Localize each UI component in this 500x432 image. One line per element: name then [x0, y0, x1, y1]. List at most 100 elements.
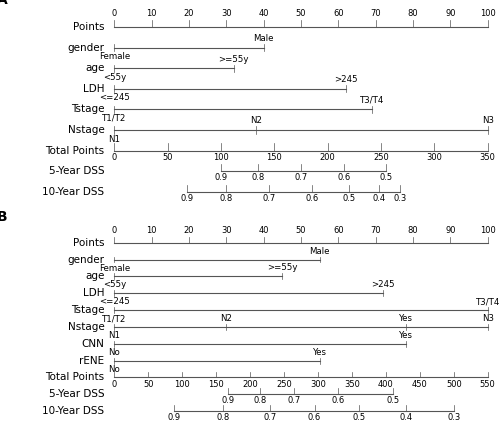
Text: 150: 150 — [266, 152, 282, 162]
Text: 0.7: 0.7 — [294, 173, 308, 182]
Text: 70: 70 — [370, 9, 381, 18]
Text: 200: 200 — [242, 380, 258, 388]
Text: 0.5: 0.5 — [342, 194, 355, 203]
Text: age: age — [85, 271, 104, 281]
Text: A: A — [0, 0, 8, 6]
Text: Yes: Yes — [398, 314, 412, 323]
Text: T1/T2: T1/T2 — [102, 114, 126, 123]
Text: 550: 550 — [480, 380, 496, 388]
Text: 0.9: 0.9 — [222, 397, 235, 405]
Text: 400: 400 — [378, 380, 394, 388]
Text: <55y: <55y — [102, 73, 126, 82]
Text: Tstage: Tstage — [71, 305, 104, 315]
Text: >245: >245 — [334, 75, 357, 84]
Text: Female: Female — [98, 52, 130, 61]
Text: T3/T4: T3/T4 — [360, 96, 384, 105]
Text: >=55y: >=55y — [267, 264, 298, 273]
Text: LDH: LDH — [83, 84, 104, 94]
Text: 0.9: 0.9 — [214, 173, 228, 182]
Text: 100: 100 — [480, 9, 496, 18]
Text: N1: N1 — [108, 135, 120, 143]
Text: >245: >245 — [372, 280, 395, 289]
Text: 500: 500 — [446, 380, 462, 388]
Text: T1/T2: T1/T2 — [102, 314, 126, 323]
Text: 0.7: 0.7 — [288, 397, 301, 405]
Text: 10-Year DSS: 10-Year DSS — [42, 406, 104, 416]
Text: age: age — [85, 63, 104, 73]
Text: Points: Points — [73, 22, 104, 32]
Text: No: No — [108, 365, 120, 374]
Text: 0.7: 0.7 — [262, 194, 276, 203]
Text: 50: 50 — [296, 226, 306, 235]
Text: 0.8: 0.8 — [252, 173, 265, 182]
Text: 0.9: 0.9 — [168, 413, 180, 422]
Text: Nstage: Nstage — [68, 322, 104, 332]
Text: 200: 200 — [320, 152, 336, 162]
Text: 100: 100 — [174, 380, 190, 388]
Text: No: No — [108, 348, 120, 357]
Text: T3/T4: T3/T4 — [476, 297, 500, 306]
Text: 0.6: 0.6 — [337, 173, 350, 182]
Text: 0.7: 0.7 — [264, 413, 277, 422]
Text: LDH: LDH — [83, 288, 104, 298]
Text: N3: N3 — [482, 116, 494, 125]
Text: 0: 0 — [112, 9, 117, 18]
Text: Male: Male — [254, 34, 274, 43]
Text: 5-Year DSS: 5-Year DSS — [49, 389, 104, 399]
Text: 70: 70 — [370, 226, 381, 235]
Text: 80: 80 — [408, 9, 418, 18]
Text: N2: N2 — [220, 314, 232, 323]
Text: 450: 450 — [412, 380, 428, 388]
Text: N1: N1 — [108, 331, 120, 340]
Text: 5-Year DSS: 5-Year DSS — [49, 166, 104, 176]
Text: 300: 300 — [426, 152, 442, 162]
Text: 0.6: 0.6 — [332, 397, 345, 405]
Text: 0.5: 0.5 — [352, 413, 366, 422]
Text: 250: 250 — [276, 380, 292, 388]
Text: Nstage: Nstage — [68, 125, 104, 135]
Text: 0: 0 — [112, 380, 117, 388]
Text: Yes: Yes — [312, 348, 326, 357]
Text: 100: 100 — [480, 226, 496, 235]
Text: 0.8: 0.8 — [216, 413, 230, 422]
Text: N2: N2 — [250, 116, 262, 125]
Text: Yes: Yes — [398, 331, 412, 340]
Text: 0.8: 0.8 — [220, 194, 233, 203]
Text: 250: 250 — [373, 152, 389, 162]
Text: 30: 30 — [221, 9, 232, 18]
Text: 350: 350 — [480, 152, 496, 162]
Text: 60: 60 — [333, 9, 344, 18]
Text: 100: 100 — [213, 152, 229, 162]
Text: 0.5: 0.5 — [380, 173, 393, 182]
Text: 0.8: 0.8 — [254, 397, 267, 405]
Text: Tstage: Tstage — [71, 105, 104, 114]
Text: 0.5: 0.5 — [386, 397, 399, 405]
Text: 80: 80 — [408, 226, 418, 235]
Text: 50: 50 — [143, 380, 154, 388]
Text: 90: 90 — [445, 9, 456, 18]
Text: 10: 10 — [146, 9, 157, 18]
Text: 0.6: 0.6 — [308, 413, 321, 422]
Text: 50: 50 — [162, 152, 173, 162]
Text: 10-Year DSS: 10-Year DSS — [42, 187, 104, 197]
Text: 150: 150 — [208, 380, 224, 388]
Text: Total Points: Total Points — [46, 146, 104, 156]
Text: 0.3: 0.3 — [394, 194, 407, 203]
Text: <=245: <=245 — [99, 297, 130, 306]
Text: 300: 300 — [310, 380, 326, 388]
Text: 20: 20 — [184, 226, 194, 235]
Text: rENE: rENE — [80, 356, 104, 365]
Text: 0.3: 0.3 — [447, 413, 460, 422]
Text: Total Points: Total Points — [46, 372, 104, 382]
Text: gender: gender — [68, 43, 104, 53]
Text: 40: 40 — [258, 9, 269, 18]
Text: 0: 0 — [112, 152, 117, 162]
Text: 350: 350 — [344, 380, 360, 388]
Text: Male: Male — [310, 247, 330, 256]
Text: 20: 20 — [184, 9, 194, 18]
Text: 90: 90 — [445, 226, 456, 235]
Text: N3: N3 — [482, 314, 494, 323]
Text: 30: 30 — [221, 226, 232, 235]
Text: 0.4: 0.4 — [400, 413, 413, 422]
Text: 0.4: 0.4 — [372, 194, 386, 203]
